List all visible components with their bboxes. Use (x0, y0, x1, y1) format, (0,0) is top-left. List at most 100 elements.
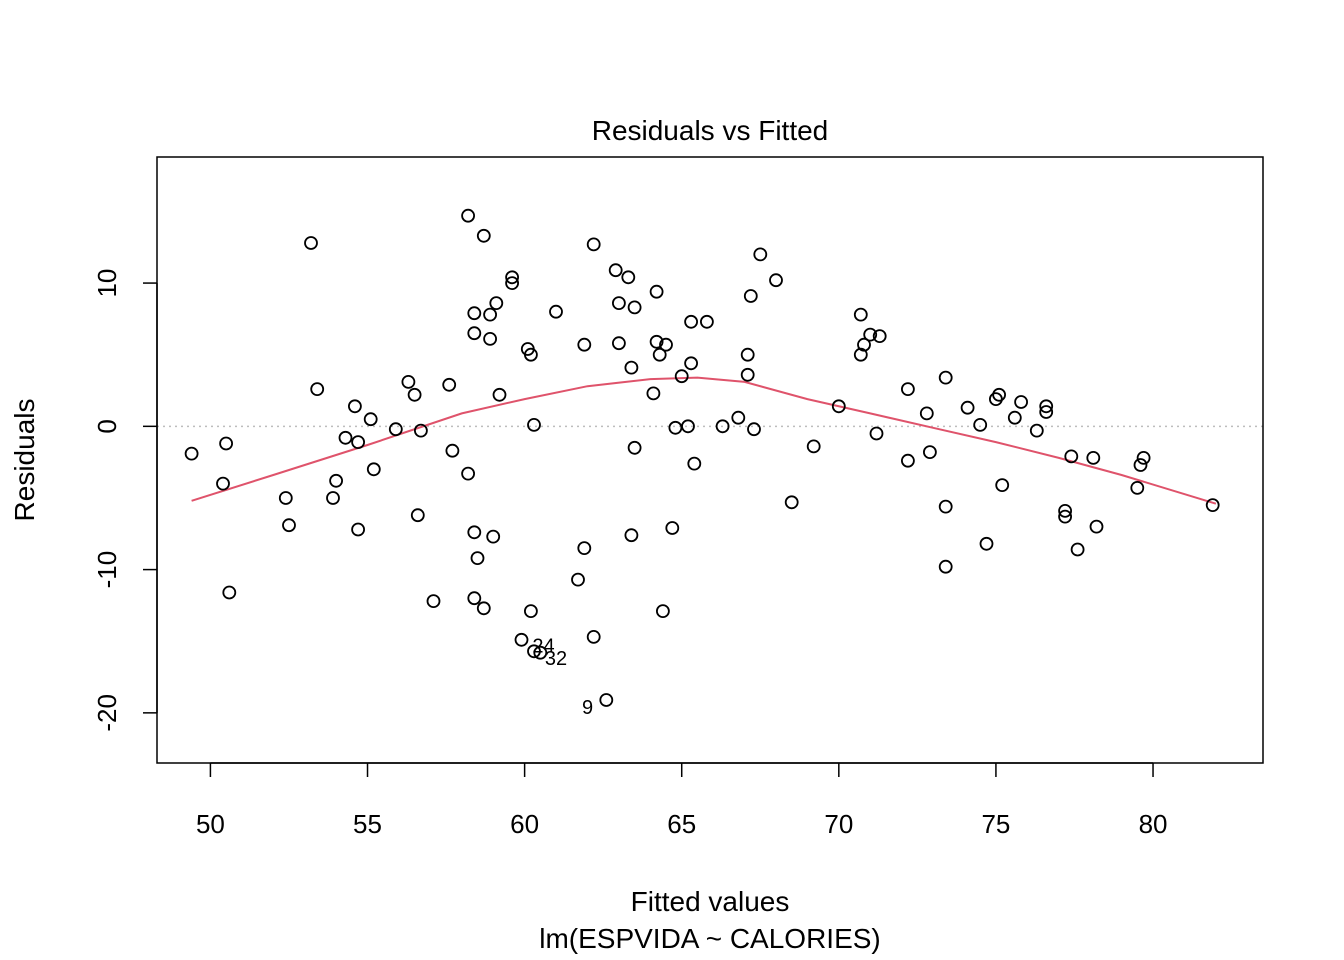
data-point (351, 435, 366, 450)
data-point (687, 456, 702, 471)
data-point (992, 387, 1006, 402)
data-point (492, 387, 507, 402)
x-axis-title: Fitted values (631, 886, 790, 917)
data-point (659, 337, 673, 352)
data-point (857, 337, 871, 352)
data-point (872, 329, 887, 344)
data-point (740, 367, 755, 382)
data-point (366, 462, 381, 477)
chart-subtitle: lm(ESPVIDA ~ CALORIES) (539, 923, 881, 954)
data-point (1058, 509, 1072, 524)
data-point (1070, 542, 1085, 557)
data-point (329, 473, 344, 488)
data-point (1007, 410, 1022, 425)
data-point (347, 399, 362, 414)
data-point (901, 453, 915, 468)
data-point (445, 443, 460, 458)
data-point (627, 300, 642, 315)
point-label: 9 (582, 697, 593, 719)
data-point (524, 604, 538, 618)
data-point (684, 314, 698, 329)
y-tick-label: 10 (92, 269, 122, 298)
data-point (467, 306, 482, 321)
data-point (919, 406, 934, 421)
data-point (731, 410, 746, 425)
data-point (505, 270, 519, 285)
data-point (461, 208, 476, 223)
data-point (1014, 395, 1028, 409)
data-point (1058, 503, 1072, 518)
data-point (784, 495, 799, 510)
data-point (665, 521, 680, 535)
plot-frame (156, 156, 1264, 764)
data-point (747, 422, 761, 437)
data-point (524, 347, 538, 362)
data-point (489, 296, 504, 311)
data-point (646, 386, 661, 401)
data-point (527, 644, 541, 659)
data-point (608, 263, 623, 278)
data-point (938, 499, 953, 514)
data-point (806, 439, 821, 454)
data-point (1086, 450, 1101, 465)
data-point (649, 284, 664, 299)
data-point (649, 334, 664, 349)
data-point (979, 536, 994, 551)
data-point (995, 478, 1010, 493)
data-point (923, 445, 937, 460)
data-point (599, 693, 614, 707)
data-point (586, 630, 601, 644)
data-point (740, 347, 755, 362)
data-point (407, 387, 422, 402)
data-point (973, 417, 988, 432)
data-point (715, 419, 730, 434)
data-point (326, 491, 340, 505)
data-point (577, 337, 592, 352)
data-point (753, 247, 768, 262)
data-point (612, 296, 626, 311)
x-tick-label: 80 (1139, 809, 1168, 839)
data-point (467, 326, 482, 341)
data-point (681, 419, 695, 434)
y-tick-label: 0 (92, 419, 122, 433)
chart-title: Residuals vs Fitted (592, 115, 829, 146)
data-point (621, 270, 636, 285)
data-point (483, 307, 498, 322)
data-point (1089, 519, 1104, 534)
data-point (467, 525, 482, 540)
data-point (1029, 423, 1044, 438)
point-label: 32 (545, 648, 567, 670)
x-tick-label: 50 (196, 809, 225, 839)
data-point (1130, 480, 1145, 495)
data-point (222, 585, 237, 600)
data-point (577, 541, 592, 555)
data-point (401, 374, 416, 389)
data-point (338, 430, 353, 445)
data-point (863, 327, 878, 342)
data-point (1039, 405, 1054, 419)
data-point (219, 436, 234, 451)
data-point (1064, 449, 1079, 464)
data-point (282, 518, 296, 533)
data-point (624, 528, 639, 543)
data-point (310, 382, 325, 397)
x-tick-label: 75 (981, 809, 1010, 839)
smoother-line (191, 376, 1217, 505)
data-point (853, 307, 868, 322)
data-point (668, 420, 683, 435)
data-point (612, 336, 626, 351)
data-point (514, 632, 529, 647)
data-point (184, 446, 199, 461)
data-point (627, 440, 642, 455)
data-point (700, 314, 714, 329)
x-tick-label: 70 (824, 809, 853, 839)
x-tick-label: 55 (353, 809, 382, 839)
data-point (960, 400, 975, 415)
data-point (486, 529, 501, 544)
y-tick-label: -10 (92, 551, 122, 589)
data-point (769, 273, 783, 288)
data-point (652, 347, 667, 362)
data-point (527, 417, 541, 432)
